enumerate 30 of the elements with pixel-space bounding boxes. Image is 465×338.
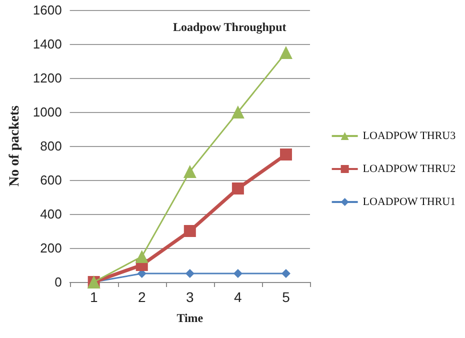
point bbox=[233, 269, 242, 278]
legend-label: LOADPOW THRU2 bbox=[362, 163, 456, 175]
y-tick-label: 1600 bbox=[32, 2, 62, 18]
point bbox=[232, 182, 244, 194]
point bbox=[183, 165, 196, 178]
y-tick-label: 200 bbox=[40, 240, 62, 256]
point bbox=[135, 250, 148, 263]
x-tick-label: 3 bbox=[186, 289, 194, 305]
point bbox=[279, 46, 292, 59]
x-tick-label: 5 bbox=[282, 289, 290, 305]
y-tick-label: 600 bbox=[40, 172, 62, 188]
y-tick-label: 800 bbox=[40, 138, 62, 154]
y-tick-label: 0 bbox=[54, 274, 62, 290]
x-tick-label: 1 bbox=[90, 289, 98, 305]
legend-label: LOADPOW THRU1 bbox=[362, 196, 456, 208]
x-tick-label: 2 bbox=[138, 289, 146, 305]
y-tick-label: 1400 bbox=[32, 36, 62, 52]
y-tick-label: 1000 bbox=[32, 104, 62, 120]
point bbox=[280, 148, 292, 160]
legend-label: LOADPOW THRU3 bbox=[362, 130, 456, 142]
y-tick-label: 1200 bbox=[32, 70, 62, 86]
point bbox=[184, 225, 196, 237]
point bbox=[281, 269, 290, 278]
y-tick-label: 400 bbox=[40, 206, 62, 222]
x-tick-label: 4 bbox=[234, 289, 242, 305]
point bbox=[231, 106, 244, 118]
text: Loadpow Throughput bbox=[173, 20, 286, 34]
point bbox=[185, 269, 194, 278]
x-axis-title: Time bbox=[176, 311, 204, 325]
y-axis-title: No of packets bbox=[8, 105, 22, 186]
